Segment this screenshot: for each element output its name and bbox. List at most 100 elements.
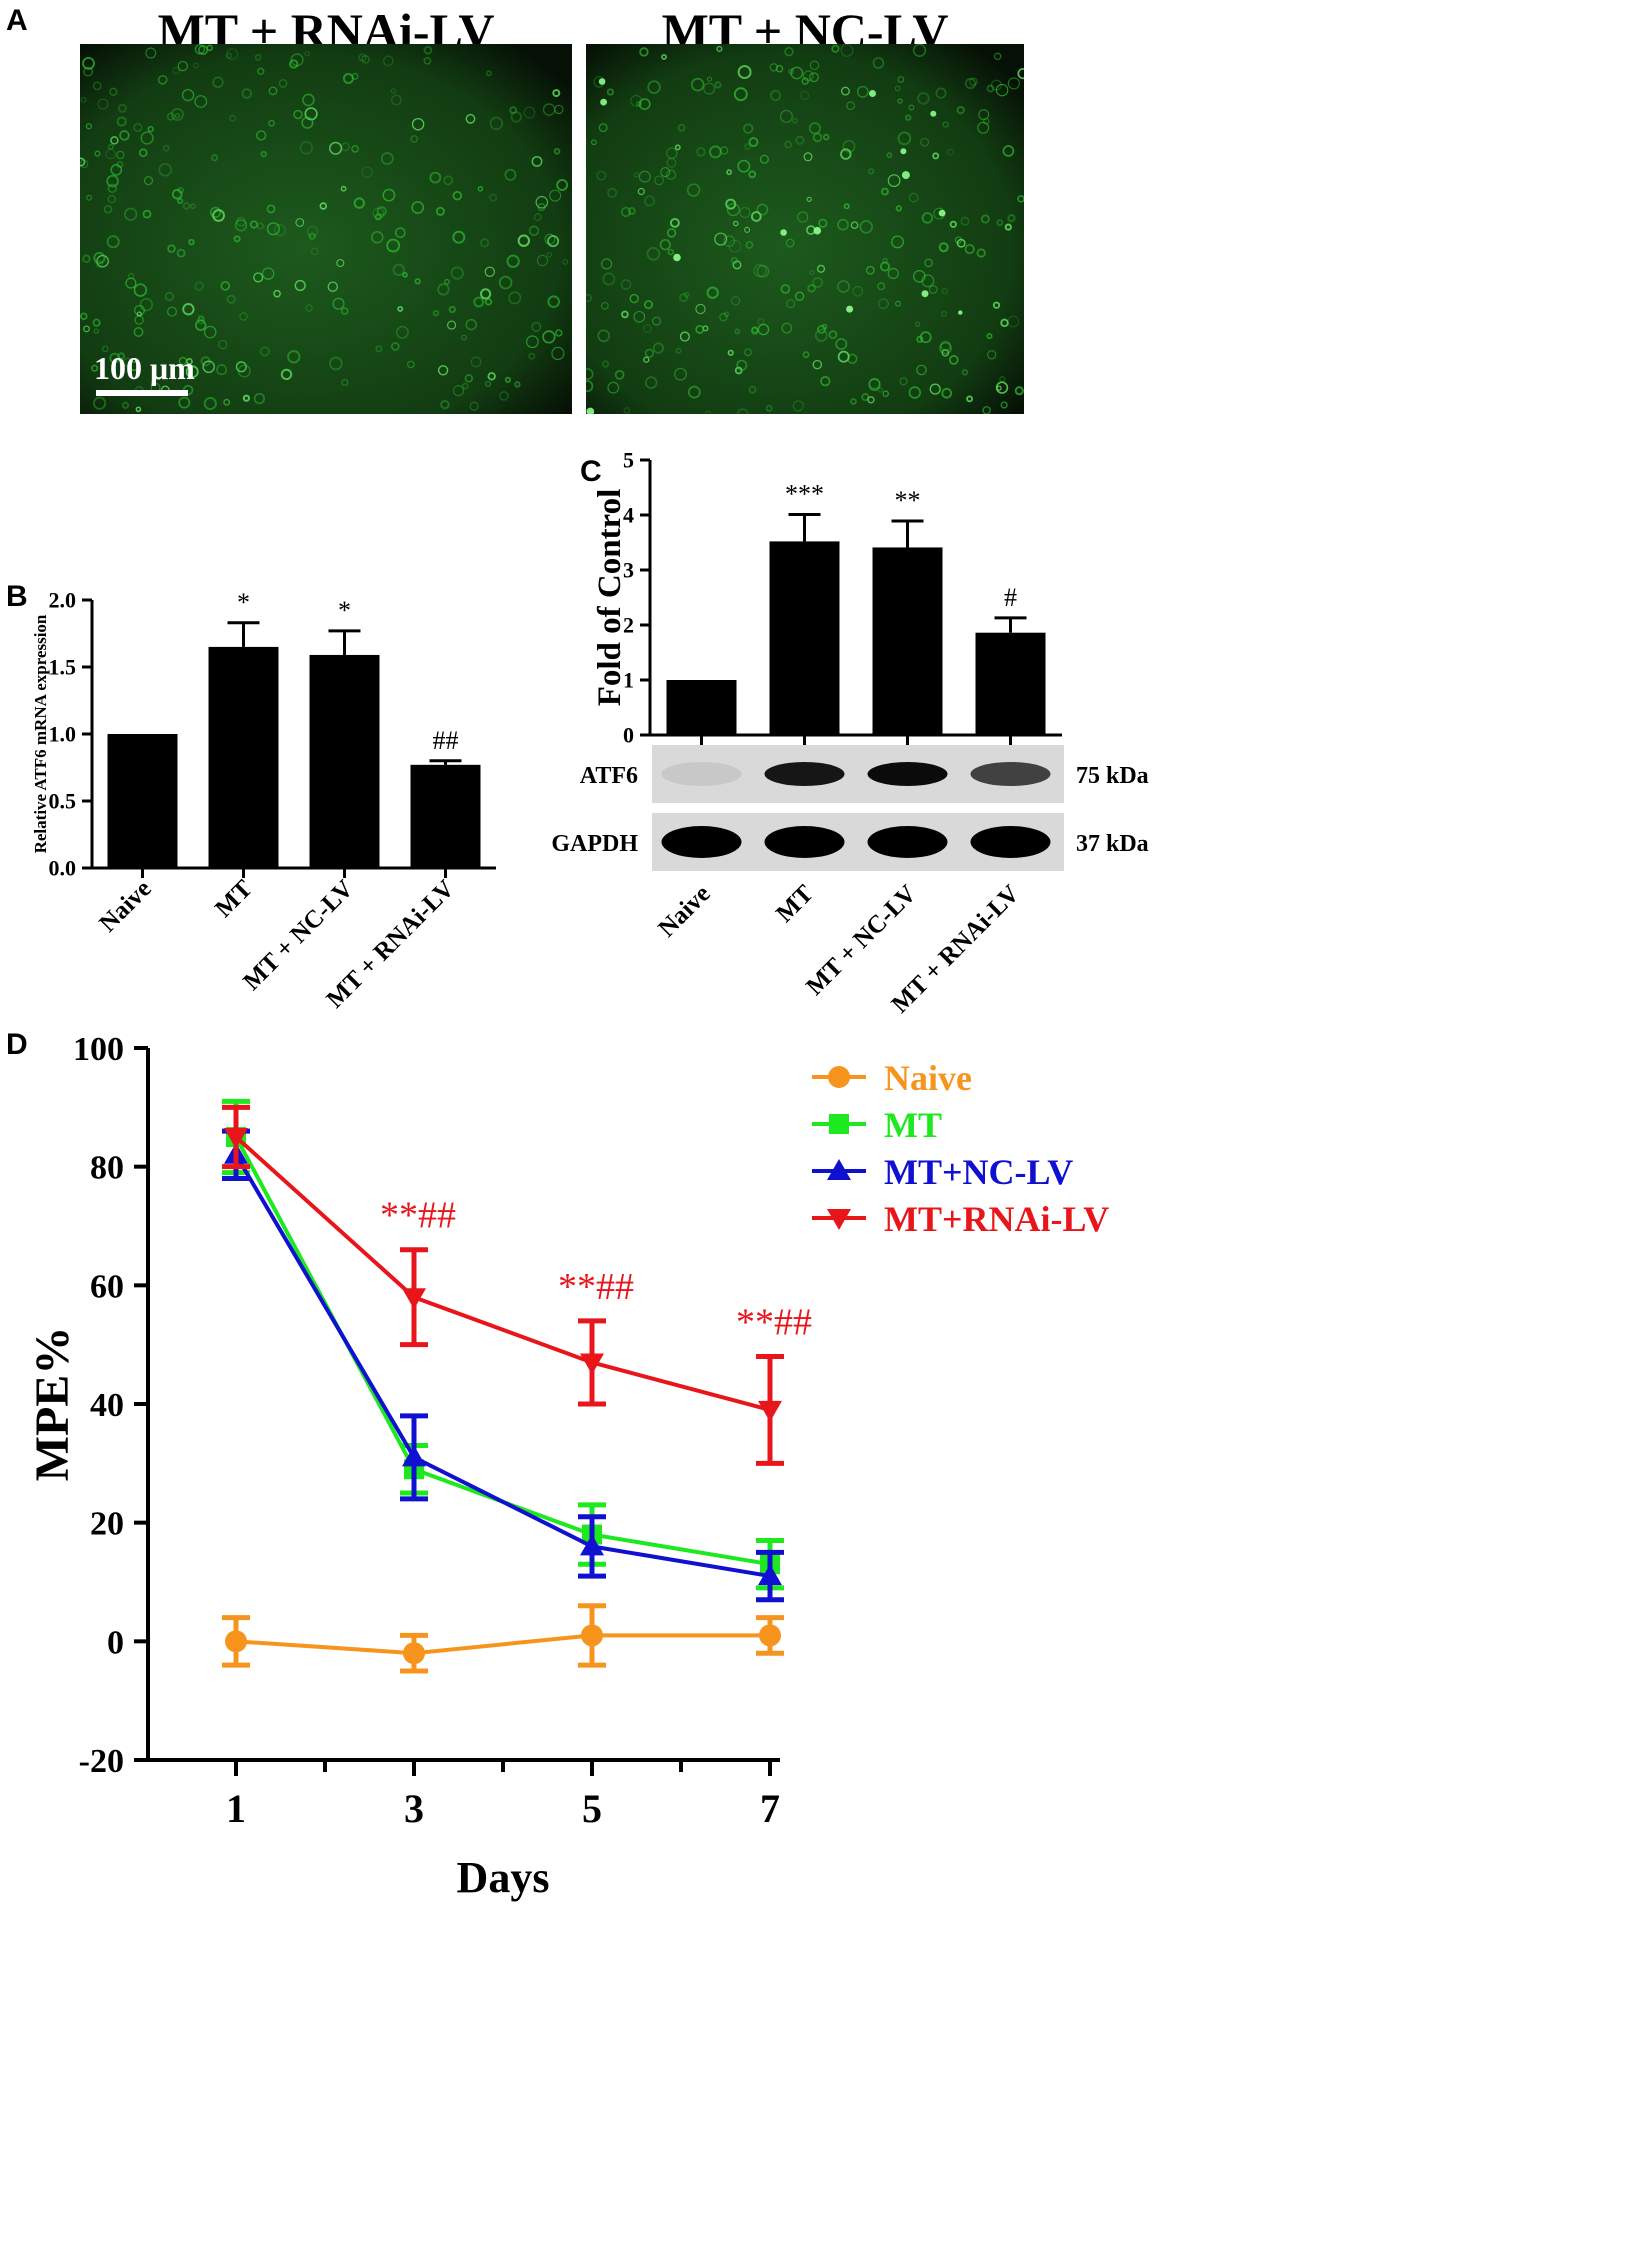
cell-mark [935, 87, 947, 99]
bright-cell [930, 110, 937, 117]
cell-mark [779, 109, 793, 123]
cell-mark [241, 88, 253, 99]
chart-b-y-tick-label: 1.0 [49, 722, 77, 747]
cell-mark [135, 406, 142, 413]
bright-cell [921, 290, 929, 298]
cell-mark [489, 116, 504, 131]
cell-mark [194, 95, 208, 108]
cell-mark [837, 218, 849, 231]
cell-mark [921, 212, 934, 224]
cell-mark [887, 174, 901, 187]
chart-b-y-tick-label: 1.5 [49, 655, 77, 680]
cell-mark [769, 62, 779, 72]
cell-mark [639, 47, 649, 57]
series-point [403, 1642, 425, 1665]
cell-mark [891, 235, 904, 249]
cell-mark [93, 251, 106, 265]
cell-mark [504, 168, 517, 181]
cell-mark [643, 356, 650, 363]
cell-mark [103, 204, 113, 214]
cell-mark [661, 53, 667, 60]
cell-mark [916, 364, 927, 376]
series-point [759, 1624, 781, 1647]
cell-mark [948, 355, 959, 365]
series-point [581, 1624, 603, 1647]
cell-mark [145, 47, 157, 59]
cell-mark [792, 400, 804, 412]
series-point [758, 1564, 782, 1586]
cell-mark [510, 111, 523, 123]
cell-mark [795, 135, 805, 145]
cell-mark [956, 238, 966, 248]
cell-mark [101, 345, 109, 353]
cell-mark [547, 235, 560, 248]
cell-mark [377, 206, 387, 215]
cell-mark [812, 277, 824, 288]
cell-mark [929, 383, 941, 395]
cell-mark [627, 207, 636, 215]
cell-mark [142, 209, 152, 219]
chart-c-bar [666, 680, 737, 735]
cell-mark [358, 53, 367, 62]
cell-mark [999, 376, 1006, 383]
chart-c-y-tick-label: 0 [623, 723, 634, 748]
cell-mark [633, 310, 646, 323]
cell-mark [868, 168, 875, 175]
cell-mark [714, 81, 722, 89]
cell-mark [253, 272, 264, 283]
cell-mark [465, 318, 477, 331]
cell-mark [233, 235, 241, 243]
legend-label: MT+NC-LV [884, 1152, 1073, 1192]
cell-mark [498, 275, 513, 290]
cell-mark [920, 137, 930, 147]
cell-mark [897, 131, 912, 146]
cell-mark [253, 392, 266, 405]
chart-c-y-tick-label: 3 [623, 558, 634, 583]
cell-mark [174, 113, 181, 119]
cell-mark [1014, 386, 1024, 396]
chart-d: -20 0 20 40 60 80 100 1 3 5 7 Days MPE% **## **## **## N… [26, 1031, 1109, 1902]
cell-mark [517, 234, 530, 247]
cell-mark [806, 196, 812, 202]
cell-mark [949, 220, 957, 228]
cell-mark [823, 133, 830, 141]
cell-mark [759, 154, 769, 164]
cell-mark [654, 175, 664, 186]
cell-mark [226, 294, 236, 304]
cell-mark [182, 303, 195, 316]
cell-mark [266, 222, 281, 236]
cell-mark [980, 214, 990, 224]
cell-mark [533, 213, 542, 222]
cell-mark [461, 382, 469, 390]
blot-label: ATF6 [580, 763, 638, 789]
series-line [235, 1633, 770, 1656]
blot-band [970, 826, 1051, 858]
cell-mark [756, 203, 769, 216]
cell-mark [882, 390, 889, 397]
cell-mark [110, 164, 123, 176]
cell-mark [748, 170, 757, 179]
cell-mark [166, 112, 175, 121]
cell-mark [831, 44, 840, 53]
cell-mark [437, 365, 449, 376]
cell-mark [485, 70, 492, 77]
series-point [580, 1534, 604, 1556]
cell-mark [1007, 77, 1020, 90]
cell-mark [266, 204, 276, 214]
cell-mark [80, 96, 87, 103]
cell-mark [1002, 145, 1015, 157]
chart-b-bar [309, 654, 380, 868]
chart-b-bar [410, 764, 481, 868]
cell-mark [995, 83, 1009, 97]
cell-mark [644, 348, 655, 358]
cell-mark [211, 154, 219, 162]
chart-b-significance: ## [433, 726, 459, 755]
cell-mark [376, 206, 387, 217]
cell-mark [1017, 194, 1024, 203]
chart-c-y-tick-label: 5 [623, 448, 634, 473]
cell-mark [733, 220, 739, 227]
chart-b-y-tick-label: 0.5 [49, 789, 77, 814]
cell-mark [181, 88, 195, 102]
cell-mark [435, 206, 445, 216]
cell-mark [737, 159, 751, 173]
